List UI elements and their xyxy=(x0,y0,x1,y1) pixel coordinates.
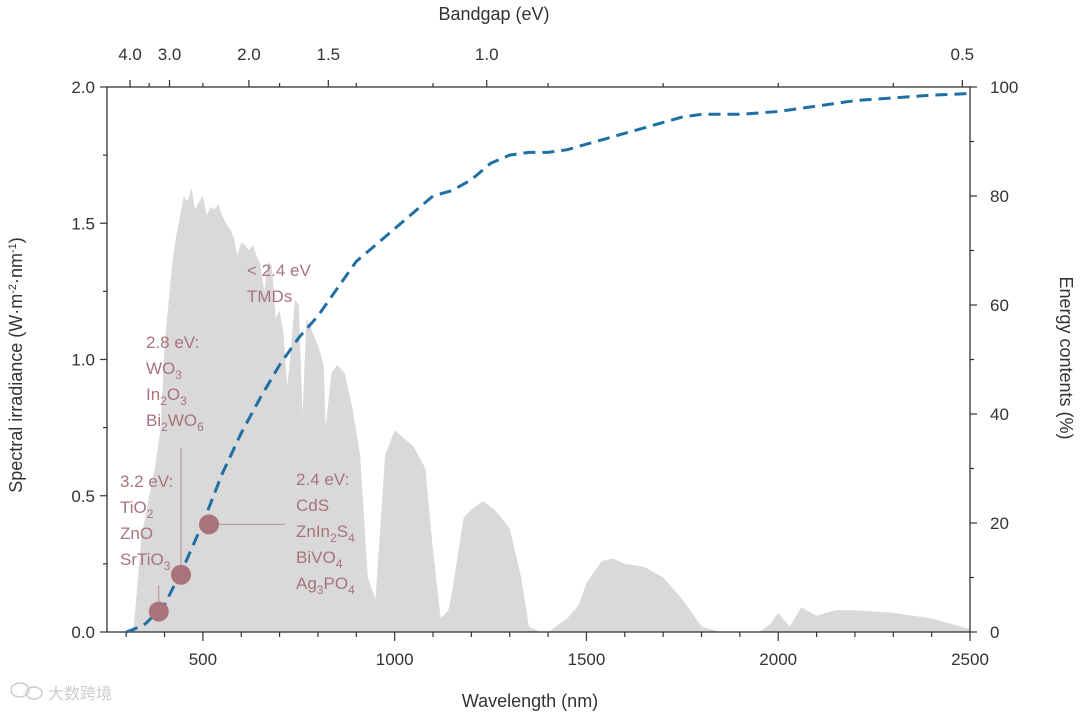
material-label-part: 3.2 eV: xyxy=(120,472,173,491)
material-label-part: In xyxy=(146,385,160,404)
material-label-part: W xyxy=(146,359,162,378)
material-label-part: ZnIn xyxy=(296,522,330,541)
x-tick-label: 2500 xyxy=(951,650,989,669)
y-axis-title-part: ·nm xyxy=(6,253,26,284)
material-label-part: 4 xyxy=(348,531,355,545)
ticks-layer: 500 1000 1500 2000 2500 0.0 0.5 1.0 1.5 2.0 0 20 40 6… xyxy=(71,45,1018,669)
material-label-part: SrTi xyxy=(120,550,151,569)
material-label-part: Ti xyxy=(120,498,134,517)
marker-layer xyxy=(148,448,285,622)
material-label-part: 3 xyxy=(317,583,324,597)
y-tick-label: 0.0 xyxy=(71,623,95,642)
top-tick-label: 1.0 xyxy=(475,45,499,64)
material-marker xyxy=(148,601,169,622)
x-tick-label: 1500 xyxy=(568,650,606,669)
material-label: ZnO xyxy=(120,524,153,543)
material-label-part: 2 xyxy=(161,420,168,434)
y-tick-label: 2.0 xyxy=(71,78,95,97)
material-label-part: Ag xyxy=(296,574,317,593)
y2-tick-label: 100 xyxy=(990,78,1018,97)
material-label-part: 3 xyxy=(164,559,171,573)
material-label-part: O xyxy=(322,548,335,567)
material-label: SrTiO3 xyxy=(120,550,171,573)
material-label-part: 2.8 eV: xyxy=(146,333,199,352)
top-tick-label: 3.0 xyxy=(158,45,182,64)
material-label-part: 6 xyxy=(197,420,204,434)
top-tick-label: 0.5 xyxy=(951,45,975,64)
y-axis-title-part: ) xyxy=(6,237,26,243)
y-axis-title-part: Spectral irradiance (W·m xyxy=(6,294,26,493)
x-tick-label: 500 xyxy=(189,650,217,669)
material-label-part: PO xyxy=(323,574,348,593)
material-label-part: BiV xyxy=(296,548,323,567)
material-label: TiO2 xyxy=(120,498,154,521)
material-label: In2O3 xyxy=(146,385,187,408)
material-label-part: 4 xyxy=(348,583,355,597)
material-label-part: Bi xyxy=(146,411,161,430)
tmds-label: TMDs xyxy=(247,287,292,306)
material-label-part: 3 xyxy=(175,368,182,382)
material-label-part: WO xyxy=(168,411,197,430)
material-label: Ag3PO4 xyxy=(296,574,355,597)
material-label-part: 3 xyxy=(180,394,187,408)
y-axis-title-part: -2 xyxy=(7,284,19,294)
material-label-part: S xyxy=(337,522,348,541)
material-label: 3.2 eV: xyxy=(120,472,173,491)
material-label-part: O xyxy=(167,385,180,404)
material-label: 2.4 eV: xyxy=(296,470,349,489)
material-label-part: O xyxy=(162,359,175,378)
material-label: 2.8 eV: xyxy=(146,333,199,352)
top-tick-label: 2.0 xyxy=(237,45,261,64)
material-label: CdS xyxy=(296,496,329,515)
watermark-text: 大数跨境 xyxy=(48,684,112,703)
x-tick-label: 1000 xyxy=(376,650,414,669)
top-axis-title: Bandgap (eV) xyxy=(438,4,549,24)
material-label-part: 2 xyxy=(330,531,337,545)
material-label-part: ZnO xyxy=(120,524,153,543)
y2-tick-label: 60 xyxy=(990,296,1009,315)
y2-axis-title: Energy contents (%) xyxy=(1056,276,1076,439)
material-label-part: 2 xyxy=(147,507,154,521)
wechat-logo-icon xyxy=(10,682,43,700)
y2-tick-label: 20 xyxy=(990,514,1009,533)
y2-tick-label: 0 xyxy=(990,623,999,642)
material-label-part: O xyxy=(151,550,164,569)
watermark: 大数跨境 xyxy=(10,682,112,703)
top-tick-label: 1.5 xyxy=(316,45,340,64)
material-label-part: 2 xyxy=(160,394,167,408)
material-label: BiVO4 xyxy=(296,548,343,571)
material-label-part: 2.4 eV: xyxy=(296,470,349,489)
y2-tick-label: 80 xyxy=(990,187,1009,206)
material-label: WO3 xyxy=(146,359,182,382)
material-marker xyxy=(171,564,192,585)
y-tick-label: 0.5 xyxy=(71,487,95,506)
y-tick-label: 1.5 xyxy=(71,214,95,233)
top-tick-label: 4.0 xyxy=(118,45,142,64)
irradiance-area xyxy=(118,187,970,633)
irradiance-area-layer xyxy=(118,187,970,633)
tmds-label: < 2.4 eV xyxy=(247,261,311,280)
y-axis-title-part: -1 xyxy=(7,243,19,253)
x-axis-title: Wavelength (nm) xyxy=(462,691,598,711)
material-label: ZnIn2S4 xyxy=(296,522,355,545)
y2-tick-label: 40 xyxy=(990,405,1009,424)
material-marker xyxy=(199,514,220,535)
y-tick-label: 1.0 xyxy=(71,351,95,370)
x-tick-label: 2000 xyxy=(759,650,797,669)
y-axis-title: Spectral irradiance (W·m-2·nm-1) xyxy=(6,237,26,493)
material-label-part: CdS xyxy=(296,496,329,515)
material-label-part: 4 xyxy=(336,557,343,571)
material-label: Bi2WO6 xyxy=(146,411,204,434)
material-label-part: O xyxy=(134,498,147,517)
